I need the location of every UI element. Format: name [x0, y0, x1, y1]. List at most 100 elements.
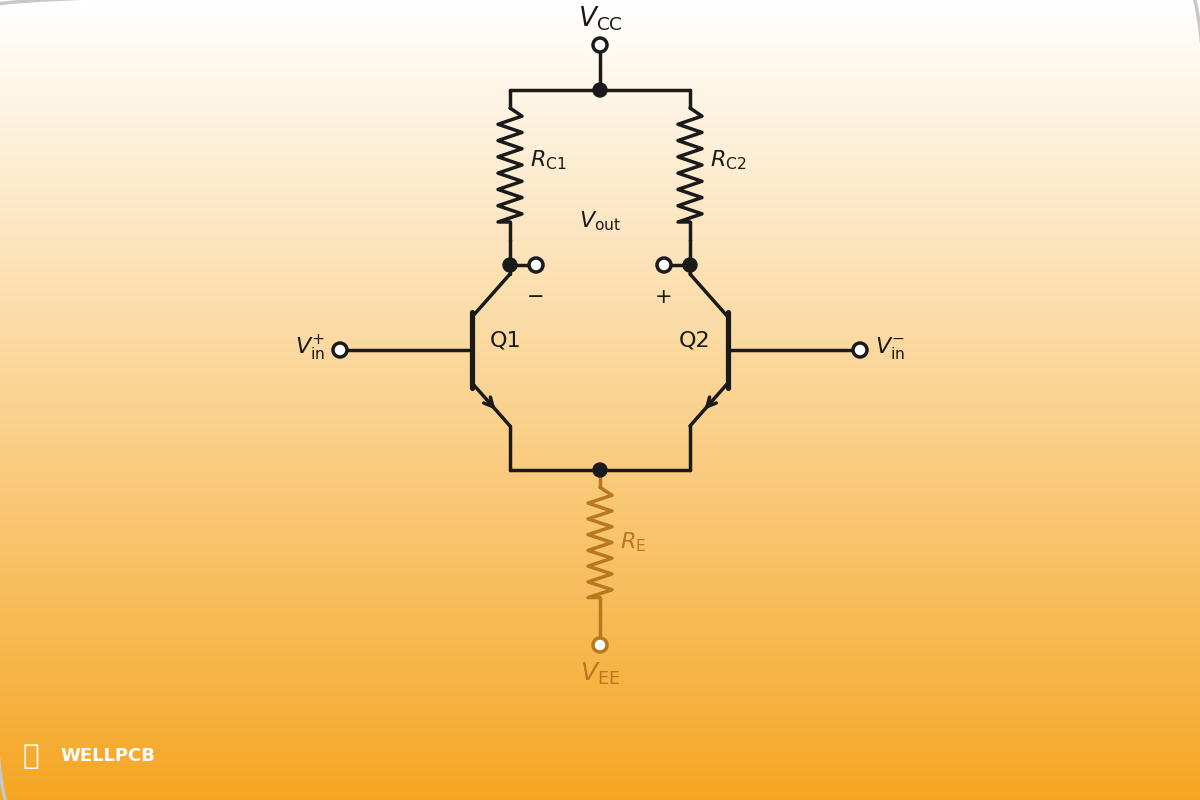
Bar [0, 358, 1200, 360]
Bar [0, 578, 1200, 582]
Bar [0, 770, 1200, 774]
Bar [0, 42, 1200, 46]
Bar [0, 602, 1200, 606]
Bar [0, 446, 1200, 448]
Bar [0, 312, 1200, 314]
Bar [0, 424, 1200, 426]
Text: $R_{\mathrm{C1}}$: $R_{\mathrm{C1}}$ [530, 148, 566, 172]
Bar [0, 40, 1200, 42]
Bar [0, 18, 1200, 22]
Bar [0, 246, 1200, 248]
Bar [0, 222, 1200, 224]
Bar [0, 616, 1200, 618]
Bar [0, 94, 1200, 96]
Text: WELLPCB: WELLPCB [60, 747, 155, 765]
Bar [0, 194, 1200, 198]
Bar [0, 466, 1200, 470]
Bar [0, 590, 1200, 592]
Bar [0, 608, 1200, 610]
Bar [0, 518, 1200, 520]
Circle shape [658, 258, 671, 272]
Bar [0, 202, 1200, 206]
Bar [0, 56, 1200, 58]
Circle shape [853, 343, 866, 357]
Bar [0, 728, 1200, 730]
Bar [0, 552, 1200, 554]
Bar [0, 414, 1200, 416]
Bar [0, 26, 1200, 30]
Bar [0, 784, 1200, 786]
Bar [0, 168, 1200, 170]
Bar [0, 88, 1200, 90]
Bar [0, 294, 1200, 296]
Bar [0, 712, 1200, 714]
Bar [0, 344, 1200, 346]
Bar [0, 574, 1200, 576]
Bar [0, 338, 1200, 342]
Bar [0, 720, 1200, 722]
Bar [0, 282, 1200, 286]
Bar [0, 462, 1200, 464]
Bar [0, 538, 1200, 542]
Bar [0, 726, 1200, 728]
Bar [0, 314, 1200, 318]
Bar [0, 662, 1200, 664]
Bar [0, 664, 1200, 666]
Bar [0, 454, 1200, 456]
Circle shape [593, 38, 607, 52]
Bar [0, 734, 1200, 736]
Bar [0, 218, 1200, 222]
Text: $V_{\mathrm{out}}$: $V_{\mathrm{out}}$ [578, 210, 622, 233]
Bar [0, 502, 1200, 504]
Bar [0, 70, 1200, 72]
Bar [0, 288, 1200, 290]
Bar [0, 592, 1200, 594]
Bar [0, 198, 1200, 200]
Bar [0, 184, 1200, 186]
Bar [0, 632, 1200, 634]
Bar [0, 230, 1200, 232]
Bar [0, 760, 1200, 762]
Bar [0, 534, 1200, 536]
Text: $R_{\mathrm{C2}}$: $R_{\mathrm{C2}}$ [710, 148, 746, 172]
Circle shape [593, 463, 607, 477]
Bar [0, 456, 1200, 458]
Bar [0, 14, 1200, 16]
Text: $V_{\mathrm{in}}^{-}$: $V_{\mathrm{in}}^{-}$ [875, 335, 905, 361]
Bar [0, 34, 1200, 38]
Bar [0, 274, 1200, 278]
Bar [0, 6, 1200, 8]
Bar [0, 482, 1200, 486]
Bar [0, 310, 1200, 312]
Bar [0, 62, 1200, 64]
Bar [0, 330, 1200, 334]
Bar [0, 496, 1200, 498]
Bar [0, 642, 1200, 646]
Bar [0, 768, 1200, 770]
Bar [0, 618, 1200, 622]
Bar [0, 434, 1200, 438]
Text: $V_{\mathrm{in}}^{+}$: $V_{\mathrm{in}}^{+}$ [295, 334, 325, 362]
Circle shape [593, 83, 607, 97]
Bar [0, 10, 1200, 14]
Bar [0, 680, 1200, 682]
Bar [0, 544, 1200, 546]
Bar [0, 386, 1200, 390]
Bar [0, 646, 1200, 648]
Bar [0, 114, 1200, 118]
Text: $V_{\mathrm{CC}}$: $V_{\mathrm{CC}}$ [577, 5, 623, 33]
Bar [0, 8, 1200, 10]
Bar [0, 560, 1200, 562]
Bar [0, 32, 1200, 34]
Bar [0, 334, 1200, 336]
Bar [0, 262, 1200, 264]
Bar [0, 486, 1200, 488]
Bar [0, 472, 1200, 474]
Bar [0, 166, 1200, 168]
Bar [0, 130, 1200, 134]
Bar [0, 58, 1200, 62]
Bar [0, 438, 1200, 440]
Bar [0, 72, 1200, 74]
Bar [0, 750, 1200, 752]
Text: Q1: Q1 [490, 330, 522, 350]
